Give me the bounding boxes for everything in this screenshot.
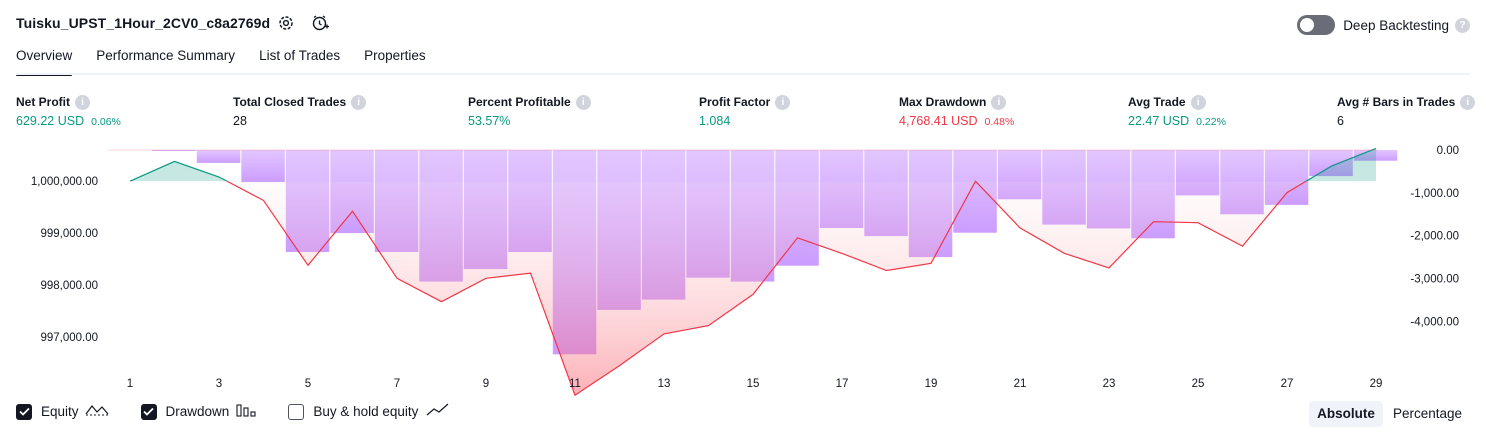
equity-loss-area <box>226 181 1307 396</box>
drawdown-checkbox[interactable] <box>140 403 157 420</box>
metric-value: 22.47 USD <box>1128 114 1190 128</box>
x-axis-tick: 19 <box>925 378 938 390</box>
metric-value: 53.57% <box>468 114 511 128</box>
metric-profit-factor: Profit Factor i 1.084 <box>699 94 791 128</box>
x-axis-tick: 9 <box>483 378 489 390</box>
metric-label: Percent Profitable <box>468 95 571 109</box>
metric-label: Profit Factor <box>699 95 771 109</box>
tab-list-of-trades[interactable]: List of Trades <box>259 48 341 63</box>
drawdown-bar <box>241 150 285 183</box>
metric-label: Max Drawdown <box>899 95 987 109</box>
tab-properties[interactable]: Properties <box>364 48 426 63</box>
x-axis-tick: 5 <box>305 378 311 390</box>
x-axis-tick: 3 <box>216 378 222 390</box>
right-axis-tick: -1,000.00 <box>1410 188 1459 200</box>
equity-checkbox[interactable] <box>16 403 32 420</box>
left-axis: 1,000,000.00 999,000.00 998,000.00 997,000.… <box>31 176 98 344</box>
equity-drawdown-chart: 1,000,000.00 999,000.00 998,000.00 997,000.… <box>31 145 1459 397</box>
legend-label: Equity <box>41 404 79 419</box>
deep-backtesting-control: Deep Backtesting ? <box>1297 15 1470 35</box>
metric-total-closed-trades: Total Closed Trades i 28 <box>233 94 367 128</box>
right-axis-tick: 0.00 <box>1437 145 1459 157</box>
metric-label: Net Profit <box>16 95 70 109</box>
metric-avg-bars-in-trades: Avg # Bars in Trades i 6 <box>1337 94 1476 128</box>
metric-net-profit: Net Profit i 629.22 USD 0.06% <box>16 94 121 128</box>
x-axis-tick: 1 <box>127 378 133 390</box>
right-axis-tick: -4,000.00 <box>1410 316 1459 328</box>
metric-label: Avg # Bars in Trades <box>1337 95 1456 109</box>
metric-max-drawdown: Max Drawdown i 4,768.41 USD 0.48% <box>899 94 1014 128</box>
legend-label: Buy & hold equity <box>313 404 419 419</box>
legend-drawdown[interactable]: Drawdown <box>140 403 257 420</box>
legend-equity[interactable]: Equity <box>16 403 109 420</box>
x-axis-tick: 13 <box>658 378 671 390</box>
x-axis-tick: 25 <box>1192 378 1205 390</box>
metric-percent: 0.22% <box>1196 116 1226 128</box>
drawdown-bar <box>152 150 196 151</box>
left-axis-tick: 999,000.00 <box>40 228 98 240</box>
x-axis-tick: 7 <box>394 378 400 390</box>
percentage-button[interactable]: Percentage <box>1392 406 1462 421</box>
x-axis-tick: 17 <box>836 378 849 390</box>
left-axis-tick: 997,000.00 <box>40 332 98 344</box>
tabs-divider <box>16 73 1470 75</box>
drawdown-bar <box>196 150 241 163</box>
left-axis-tick: 1,000,000.00 <box>31 176 98 188</box>
deep-backtesting-toggle[interactable] <box>1297 15 1336 35</box>
tab-overview[interactable]: Overview <box>16 48 73 76</box>
right-axis-tick: -3,000.00 <box>1410 274 1459 286</box>
x-axis-tick: 27 <box>1281 378 1294 390</box>
metric-percent-profitable: Percent Profitable i 53.57% <box>468 94 591 128</box>
info-icon[interactable]: i <box>775 94 791 110</box>
equity-line-icon <box>85 403 109 420</box>
metric-value: 1.084 <box>699 114 731 128</box>
info-icon[interactable]: i <box>1460 94 1476 110</box>
settings-icon[interactable] <box>277 14 295 32</box>
info-icon[interactable]: i <box>351 94 367 110</box>
buy-hold-checkbox[interactable] <box>288 403 305 420</box>
strategy-title: Tuisku_UPST_1Hour_2CV0_c8a2769d <box>16 15 271 31</box>
legend-label: Drawdown <box>165 404 230 419</box>
info-icon[interactable]: i <box>75 94 90 110</box>
metric-value: 6 <box>1337 114 1344 128</box>
x-axis-tick: 21 <box>1014 378 1027 390</box>
add-alert-icon[interactable] <box>311 14 329 32</box>
legend-buy-hold[interactable]: Buy & hold equity <box>288 403 450 420</box>
metric-percent: 0.06% <box>91 116 121 128</box>
right-axis-tick: -2,000.00 <box>1410 231 1459 243</box>
info-icon[interactable]: i <box>1190 94 1206 110</box>
deep-backtesting-label: Deep Backtesting <box>1343 17 1449 33</box>
x-axis: 1 3 5 7 9 11 13 15 17 19 21 23 25 27 29 <box>127 378 1383 390</box>
report-tabs: Overview Performance Summary List of Tra… <box>16 48 450 76</box>
metric-value: 629.22 USD <box>16 114 85 128</box>
equity-lines <box>108 147 1378 397</box>
absolute-button[interactable]: Absolute <box>1309 401 1383 427</box>
help-icon[interactable]: ? <box>1455 17 1470 33</box>
info-icon[interactable]: i <box>575 94 591 110</box>
metric-percent: 0.48% <box>984 116 1015 128</box>
x-axis-tick: 29 <box>1370 378 1383 390</box>
x-axis-tick: 15 <box>747 378 760 390</box>
x-axis-tick: 11 <box>569 378 581 390</box>
right-axis: 0.00 -1,000.00 -2,000.00 -3,000.00 -4,000.00 <box>1410 145 1459 328</box>
x-axis-tick: 23 <box>1103 378 1116 390</box>
metric-label: Total Closed Trades <box>233 95 347 109</box>
value-mode-toggle: Absolute Percentage <box>1307 401 1470 427</box>
equity-line-loss <box>130 181 1308 397</box>
info-icon[interactable]: i <box>991 94 1007 110</box>
chart-legend: Equity Drawdown Buy & hold equity <box>16 403 482 420</box>
metric-avg-trade: Avg Trade i 22.47 USD 0.22% <box>1128 94 1226 128</box>
metric-value: 28 <box>233 114 247 128</box>
metric-value: 4,768.41 USD <box>899 114 978 128</box>
equity-areas <box>130 148 1376 396</box>
drawdown-bars-icon <box>236 403 256 420</box>
buy-hold-line-icon <box>426 403 450 420</box>
left-axis-tick: 998,000.00 <box>40 280 98 292</box>
metric-label: Avg Trade <box>1128 95 1186 109</box>
tab-performance-summary[interactable]: Performance Summary <box>96 48 236 63</box>
